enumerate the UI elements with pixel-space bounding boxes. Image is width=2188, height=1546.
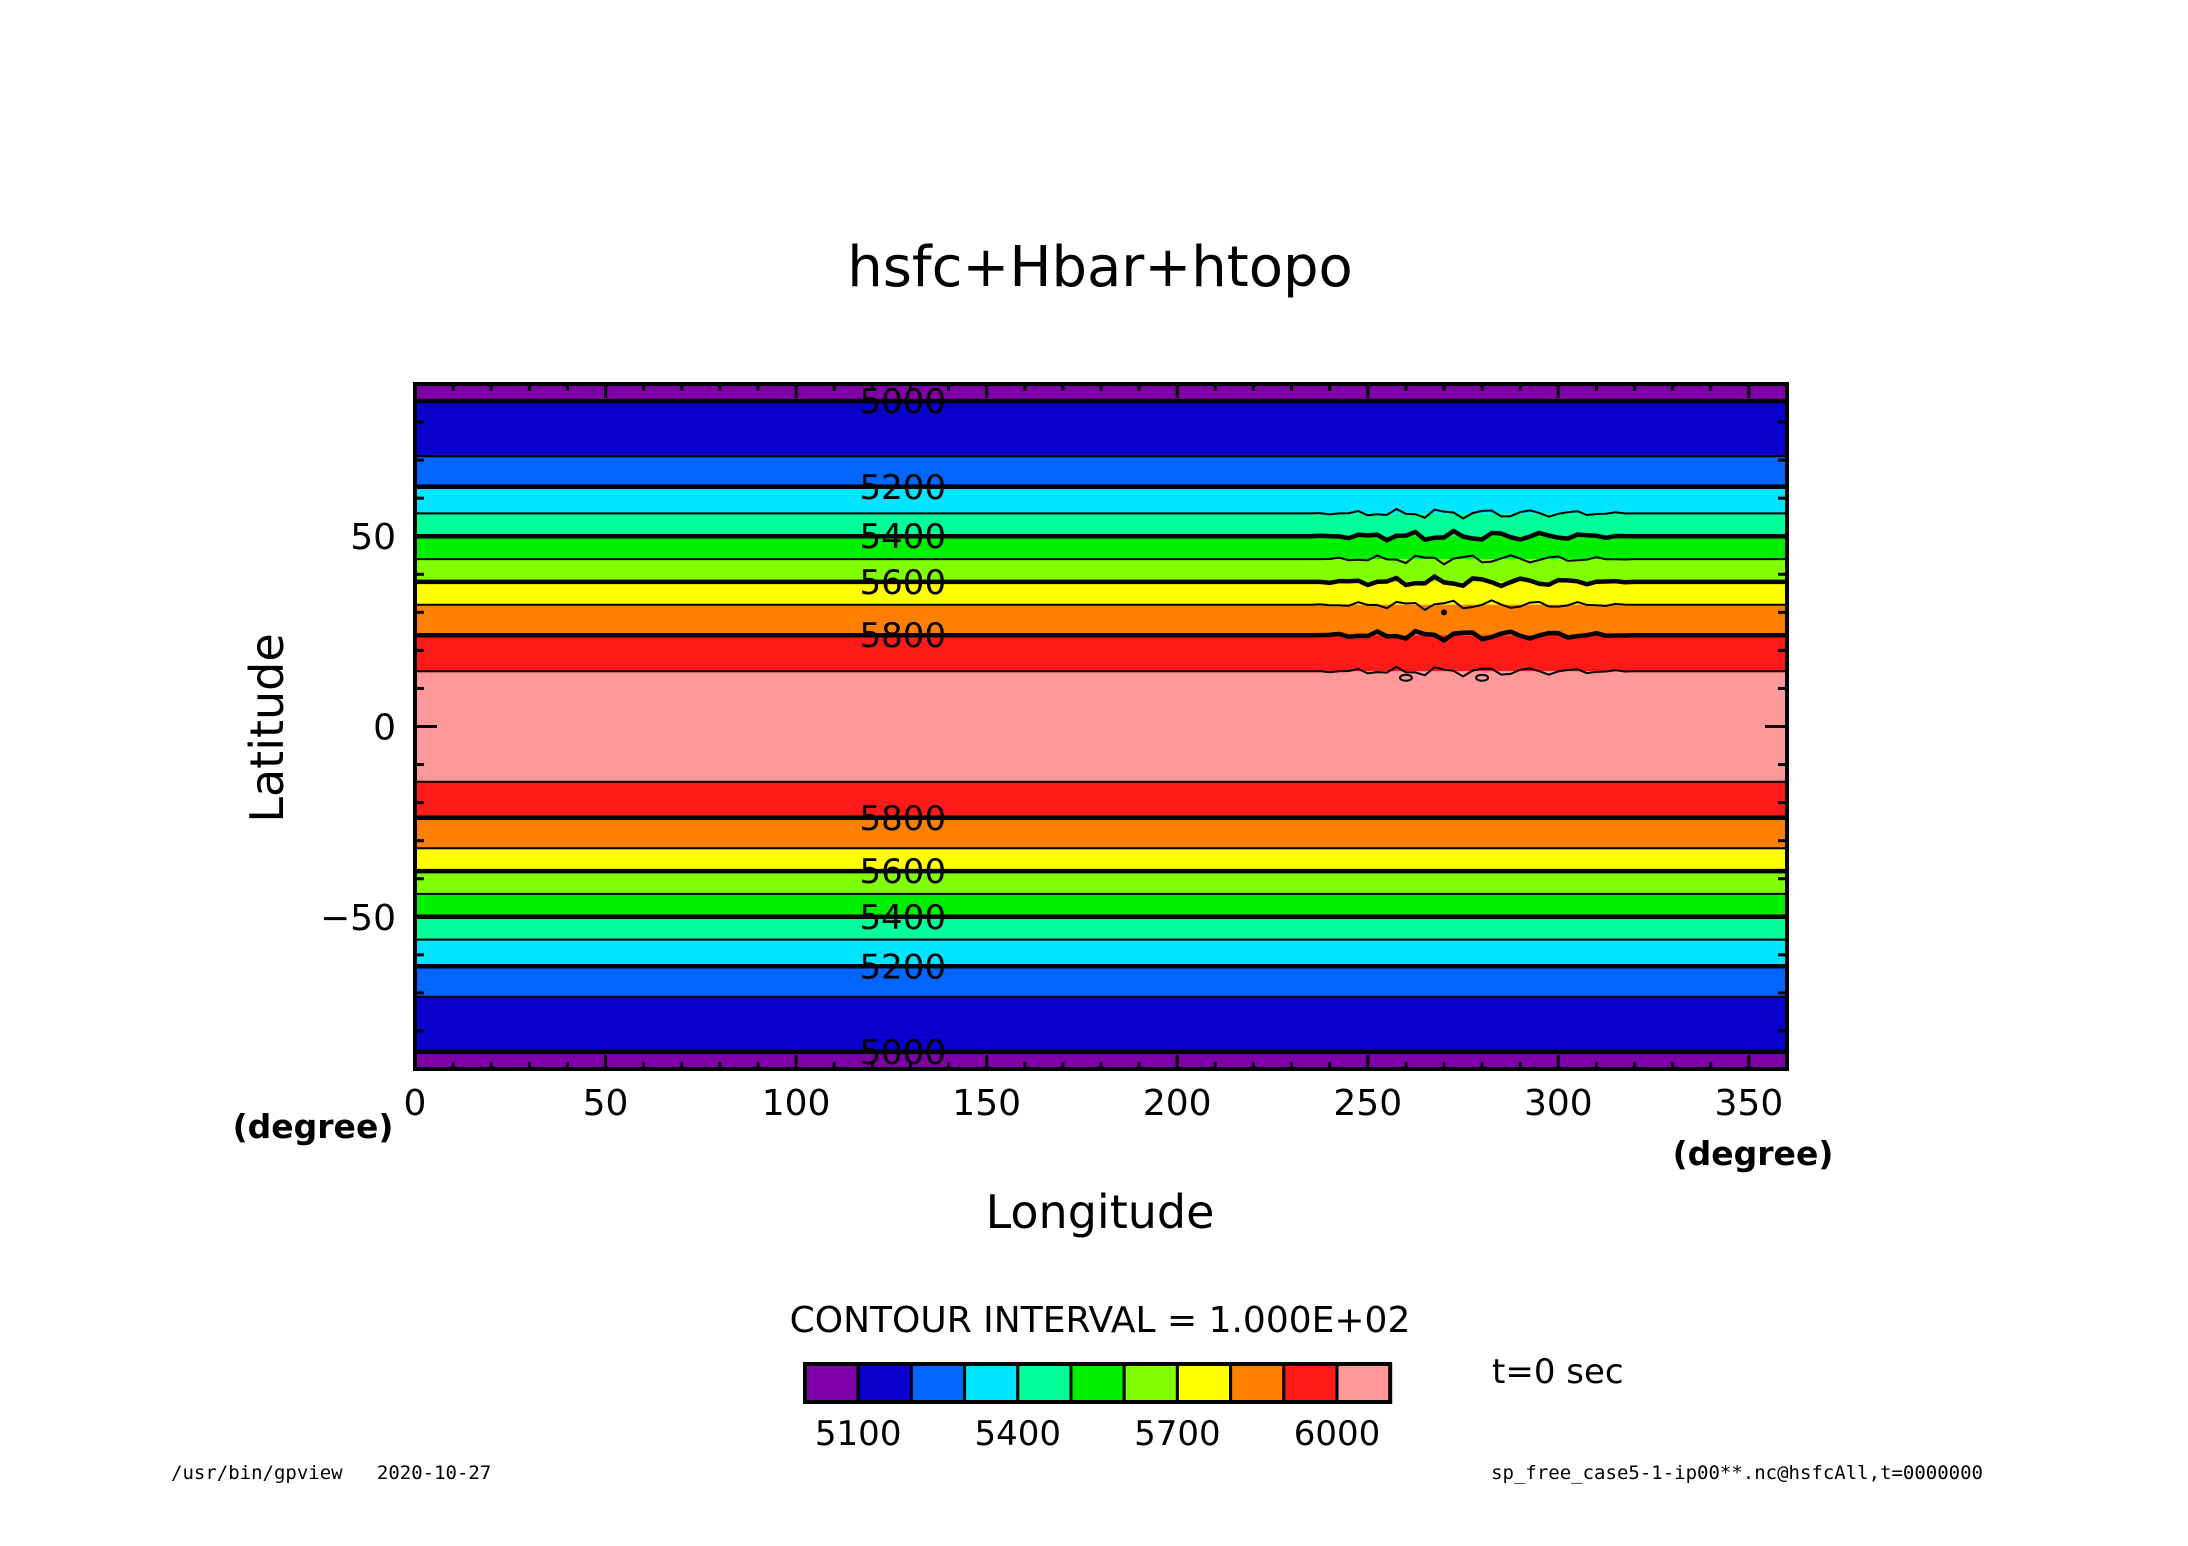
x-tick-label-50: 50 (583, 1083, 629, 1124)
colorbar-swatch-2 (909, 1362, 967, 1404)
contour-label-5600: 5600 (860, 563, 947, 603)
contour-line-n-5800 (415, 628, 1787, 644)
footer-right: sp_free_case5-1-ip00**.nc@hsfcAll,t=0000… (1491, 1462, 1983, 1484)
x-unit-right: (degree) (1673, 1134, 1834, 1173)
contour-label-5800: 5800 (860, 799, 947, 839)
colorbar-swatch-4 (1016, 1362, 1073, 1404)
color-band-south-1 (415, 817, 1787, 849)
color-band-north-9 (415, 635, 1787, 672)
y-tick-label-0: 0 (373, 708, 396, 749)
closed-contour-1 (1398, 673, 1413, 682)
colorbar-swatch-9 (1282, 1362, 1339, 1404)
colorbar-label-5700: 5700 (1134, 1414, 1221, 1454)
colorbar-swatch-3 (963, 1362, 1020, 1404)
contour-label-5800: 5800 (860, 616, 947, 656)
colorbar (803, 1362, 1393, 1404)
color-band-north-5 (415, 536, 1787, 560)
colorbar-label-6000: 6000 (1294, 1414, 1381, 1454)
contour-label-5400: 5400 (860, 517, 947, 557)
colorbar-swatch-0 (803, 1362, 860, 1404)
x-tick-label-350: 350 (1715, 1083, 1784, 1124)
color-band-north-7 (415, 581, 1787, 605)
y-tick-label-50: 50 (350, 517, 396, 558)
y-axis-label: Latitude (240, 633, 294, 822)
time-label: t=0 sec (1492, 1352, 1624, 1392)
contour-interval-label: CONTOUR INTERVAL = 1.000E+02 (790, 1300, 1411, 1341)
x-tick-label-250: 250 (1333, 1083, 1402, 1124)
contour-line-n-5700 (415, 599, 1787, 612)
color-band-south-4 (415, 893, 1787, 917)
x-tick-label-300: 300 (1524, 1083, 1593, 1124)
color-band-north-4 (415, 513, 1787, 537)
contour-dot (1441, 609, 1447, 616)
colorbar-labels: 5100 5400 5700 6000 (815, 1414, 1380, 1454)
colorbar-frame (803, 1362, 1393, 1404)
contour-label-5000: 5000 (860, 1033, 947, 1073)
chart-title: hsfc+Hbar+htopo (847, 235, 1353, 300)
contour-line-n-5400 (415, 528, 1787, 543)
contour-label-5400: 5400 (860, 898, 947, 938)
color-band-north-6 (415, 559, 1787, 582)
colorbar-swatch-1 (856, 1362, 913, 1404)
x-tick-labels: 0 50 100 150 200 250 300 350 (404, 1083, 1784, 1124)
color-band-south-8 (415, 996, 1787, 1052)
color-band-south-3 (415, 871, 1787, 894)
x-axis-label: Longitude (986, 1185, 1215, 1239)
colorbar-swatch-10 (1335, 1362, 1392, 1404)
contour-label-5200: 5200 (860, 947, 947, 987)
footer-left: /usr/bin/gpview 2020-10-27 (171, 1462, 492, 1484)
color-band-north-8 (415, 604, 1787, 636)
contour-line-n-5600 (415, 573, 1787, 589)
contour-labels: 5000 5200 5400 5600 5800 5800 5600 5400 5200 5000 (860, 382, 947, 1073)
closed-contour-2 (1475, 673, 1490, 682)
x-tick-label-100: 100 (762, 1083, 831, 1124)
contour-line-n-5300 (415, 507, 1787, 520)
x-tick-label-200: 200 (1143, 1083, 1212, 1124)
color-band-south-7 (415, 966, 1787, 997)
axis-ticks (413, 382, 1789, 1071)
colorbar-swatch-6 (1122, 1362, 1179, 1404)
color-band-south-6 (415, 939, 1787, 967)
color-band-south-0 (415, 781, 1787, 818)
contour-line-n-5500 (415, 554, 1787, 566)
contour-line-n-5900 (415, 665, 1787, 678)
color-bands (415, 384, 1787, 1069)
x-unit-left: (degree) (233, 1107, 394, 1146)
color-band-north-2 (415, 456, 1787, 487)
colorbar-swatch-7 (1175, 1362, 1233, 1404)
y-tick-label--50: −50 (320, 898, 396, 939)
color-band-north-3 (415, 486, 1787, 514)
color-band-north-1 (415, 401, 1787, 457)
color-band-equator (415, 671, 1787, 782)
colorbar-swatch-8 (1229, 1362, 1286, 1404)
color-band-south-5 (415, 916, 1787, 940)
colorbar-label-5100: 5100 (815, 1414, 902, 1454)
x-tick-label-0: 0 (404, 1083, 427, 1124)
colorbar-swatch-5 (1069, 1362, 1126, 1404)
contour-label-5000: 5000 (860, 382, 947, 422)
y-tick-labels: −50 0 50 (320, 517, 396, 939)
contour-label-5600: 5600 (860, 852, 947, 892)
contour-label-5200: 5200 (860, 468, 947, 508)
contour-lines (415, 398, 1787, 1055)
colorbar-label-5400: 5400 (975, 1414, 1062, 1454)
color-band-south-2 (415, 848, 1787, 872)
x-tick-label-150: 150 (952, 1083, 1021, 1124)
